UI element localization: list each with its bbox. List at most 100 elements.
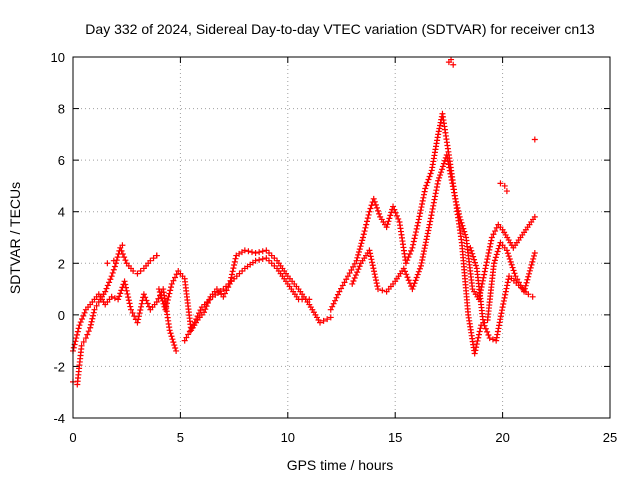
- x-tick-label: 10: [281, 430, 295, 445]
- data-point: [419, 254, 426, 261]
- data-point: [369, 259, 376, 266]
- data-point: [445, 161, 452, 168]
- data-point: [432, 193, 439, 200]
- data-point: [502, 288, 509, 295]
- data-point: [366, 247, 373, 254]
- data-point: [118, 287, 125, 294]
- data-point: [352, 272, 359, 279]
- data-point: [350, 263, 357, 270]
- data-point: [358, 240, 365, 247]
- x-axis-label: GPS time / hours: [287, 457, 394, 473]
- data-point: [530, 255, 537, 262]
- data-point: [91, 306, 98, 313]
- data-point: [364, 215, 371, 222]
- data-point: [410, 238, 417, 245]
- data-point: [425, 227, 432, 234]
- data-point: [480, 274, 487, 281]
- data-point: [414, 271, 421, 278]
- data-point: [158, 294, 165, 301]
- data-point: [444, 155, 451, 162]
- data-point: [531, 136, 538, 143]
- data-point: [256, 256, 263, 263]
- data-point: [472, 347, 479, 354]
- data-point: [420, 194, 427, 201]
- data-point: [334, 291, 341, 298]
- data-point: [196, 310, 203, 317]
- chart-title: Day 332 of 2024, Sidereal Day-to-day VTE…: [85, 21, 595, 37]
- data-point: [503, 188, 510, 195]
- data-point: [130, 268, 137, 275]
- data-point: [424, 230, 431, 237]
- data-point: [512, 273, 519, 280]
- data-point: [357, 243, 364, 250]
- data-point: [485, 331, 492, 338]
- data-point: [409, 286, 416, 293]
- data-point: [417, 207, 424, 214]
- data-point: [430, 202, 437, 209]
- data-point: [170, 339, 177, 346]
- data-point: [114, 254, 121, 261]
- data-point: [317, 319, 324, 326]
- data-point: [415, 216, 422, 223]
- data-point: [202, 306, 209, 313]
- data-point: [413, 225, 420, 232]
- data-point: [483, 259, 490, 266]
- data-point: [87, 321, 94, 328]
- data-point: [373, 280, 380, 287]
- data-point: [90, 309, 97, 316]
- data-point: [421, 188, 428, 195]
- data-point: [122, 281, 129, 288]
- data-point: [109, 269, 116, 276]
- data-point: [429, 209, 436, 216]
- data-point: [470, 253, 477, 260]
- data-point: [472, 262, 479, 269]
- data-point: [172, 345, 179, 352]
- data-point: [80, 338, 87, 345]
- data-point: [471, 256, 478, 263]
- data-point: [428, 212, 435, 219]
- data-point: [459, 222, 466, 229]
- data-point: [510, 267, 517, 274]
- data-point: [110, 266, 117, 273]
- data-point: [469, 250, 476, 257]
- data-point: [230, 265, 237, 272]
- data-point: [504, 279, 511, 286]
- data-point: [168, 333, 175, 340]
- x-tick-label: 5: [177, 430, 184, 445]
- data-point: [191, 319, 198, 326]
- data-point: [502, 291, 509, 298]
- data-point: [249, 249, 255, 256]
- data-point: [524, 276, 531, 283]
- data-point: [481, 322, 488, 329]
- data-point: [74, 331, 81, 338]
- data-point: [404, 257, 411, 264]
- data-point: [486, 335, 493, 342]
- data-point: [121, 278, 128, 285]
- data-point: [343, 276, 350, 283]
- data-point: [500, 297, 507, 304]
- data-point: [231, 258, 238, 265]
- data-point: [423, 182, 430, 189]
- data-point: [473, 341, 480, 348]
- data-point: [363, 221, 370, 228]
- data-point: [164, 297, 171, 304]
- data-point: [137, 268, 144, 275]
- data-point: [403, 271, 410, 278]
- data-point: [486, 243, 493, 250]
- data-point: [473, 344, 480, 351]
- data-point: [415, 219, 422, 226]
- data-point: [371, 268, 378, 275]
- data-point: [421, 245, 428, 252]
- data-point: [134, 319, 141, 326]
- data-point: [119, 242, 126, 249]
- data-point: [438, 169, 445, 176]
- data-point: [150, 255, 157, 262]
- data-point: [373, 277, 380, 284]
- data-point: [468, 247, 475, 254]
- data-point: [522, 282, 529, 289]
- data-point: [462, 231, 469, 238]
- data-point: [497, 180, 504, 187]
- data-point: [427, 218, 434, 225]
- data-point: [505, 253, 512, 260]
